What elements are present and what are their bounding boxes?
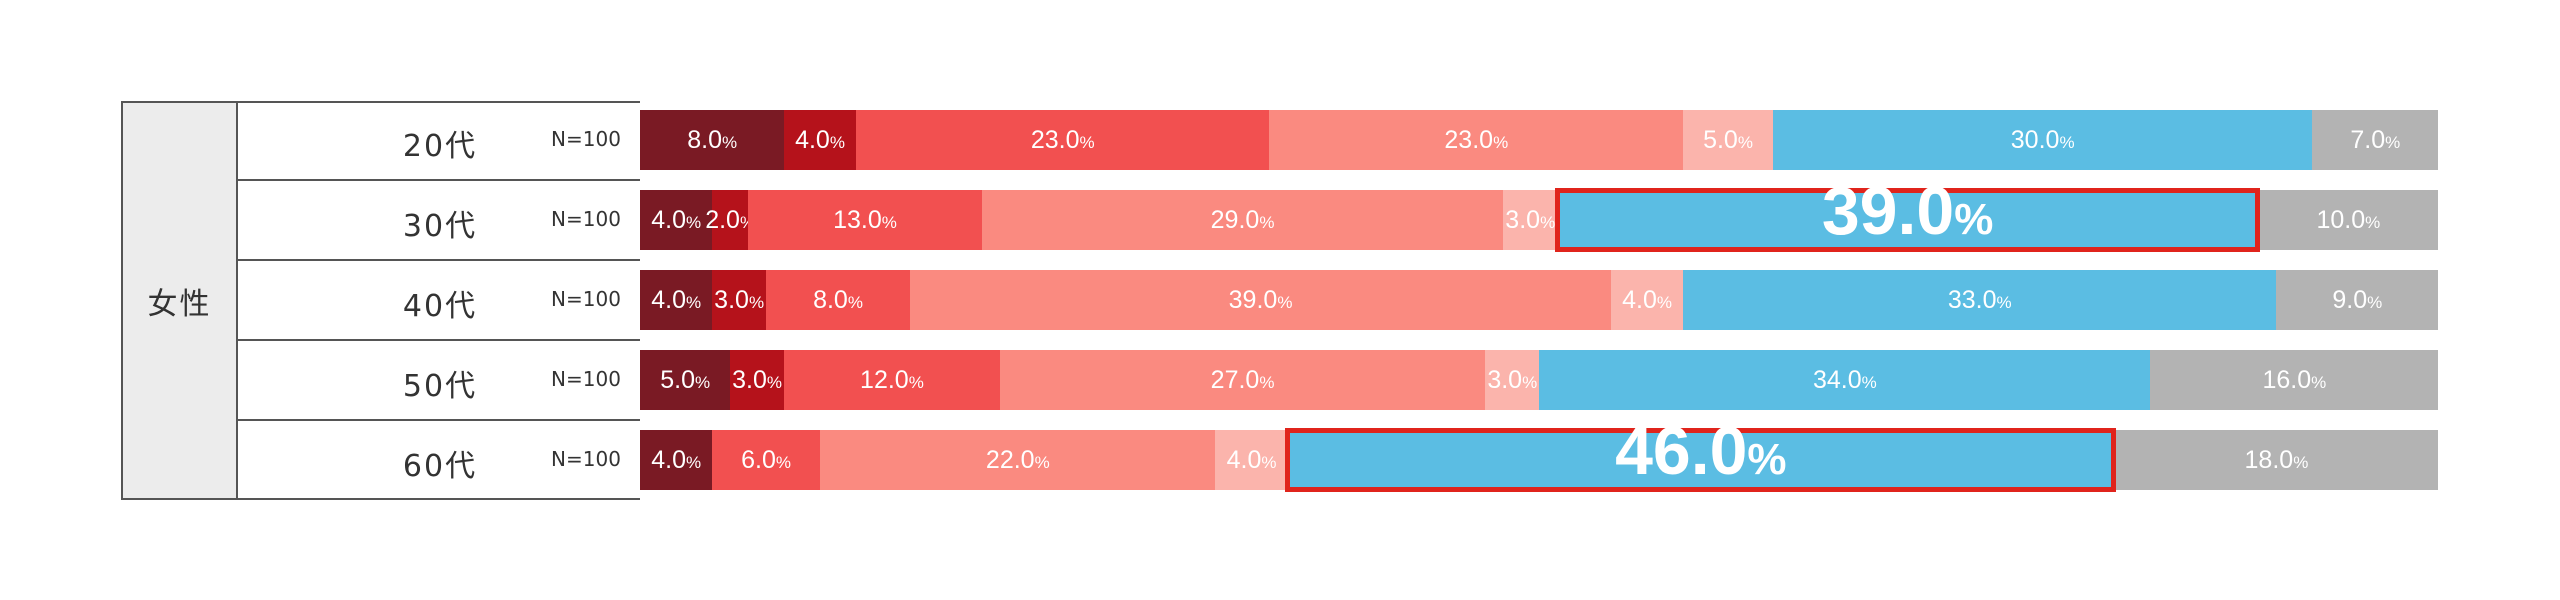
segment-value-label: 29.0%: [1210, 205, 1275, 234]
bar-segment: 30.0%: [1772, 110, 2313, 170]
sample-size-label: N=100: [551, 127, 621, 151]
segment-value-label: 4.0%: [651, 445, 702, 474]
bar-segment: 4.0%: [1215, 430, 1288, 490]
age-label: 20代: [402, 129, 478, 164]
bar-segment: 18.0%: [2114, 430, 2439, 490]
bar-segment: 29.0%: [981, 190, 1504, 250]
bar-segment: 2.0%: [705, 190, 755, 250]
segment-value-label: 8.0%: [813, 285, 863, 314]
bar-segment: 5.0%: [640, 350, 731, 410]
age-label: 30代: [402, 209, 478, 244]
group-label: 女性: [147, 286, 212, 322]
sample-size-label: N=100: [551, 207, 621, 231]
table-top-border: [238, 101, 640, 103]
bar-segment: 5.0%: [1682, 110, 1774, 170]
segment-value-label: 10.0%: [2316, 205, 2381, 234]
row-separator: [238, 419, 640, 421]
bar-segment: 33.0%: [1682, 270, 2277, 330]
segment-value-label: 4.0%: [651, 205, 702, 234]
segment-value-label: 8.0%: [687, 125, 738, 154]
segment-value-label: 3.0%: [732, 365, 783, 394]
sample-size-label: N=100: [551, 287, 621, 311]
bar-segment: 4.0%: [1610, 270, 1684, 330]
bar-segment: 3.0%: [1485, 350, 1540, 410]
segment-value-label: 4.0%: [651, 285, 702, 314]
age-label: 50代: [402, 369, 478, 404]
table-bottom-border: [238, 498, 640, 500]
segment-value-label: 30.0%: [2010, 125, 2075, 154]
segment-value-label: 5.0%: [660, 365, 711, 394]
bar-segment: 6.0%: [711, 430, 821, 490]
bar-segment: 10.0%: [2258, 190, 2439, 250]
bar-segment: 3.0%: [729, 350, 785, 410]
row-separator: [238, 179, 640, 181]
segment-value-label: 33.0%: [1947, 285, 2012, 314]
bar-segment: 39.0%: [909, 270, 1612, 330]
bar-segment: 16.0%: [2150, 350, 2439, 410]
age-label: 60代: [402, 449, 478, 484]
bar-segment: 23.0%: [855, 110, 1270, 170]
bar-segment: [1287, 430, 2115, 490]
bar-segment: 8.0%: [640, 110, 785, 170]
bar-segment: 13.0%: [747, 190, 983, 250]
segment-value-label: 4.0%: [1226, 445, 1277, 474]
segment-value-label: 3.0%: [1487, 365, 1538, 394]
bar-segment: 12.0%: [783, 350, 1001, 410]
bar-segment: 4.0%: [640, 270, 713, 330]
group-label-cell: 女性: [121, 101, 238, 500]
segment-value-label: 5.0%: [1703, 125, 1753, 154]
bar-segment: [1556, 190, 2259, 250]
bar-segment: 4.0%: [783, 110, 857, 170]
segment-value-label: 4.0%: [795, 125, 845, 154]
bar-segment: 34.0%: [1539, 350, 2151, 410]
sample-size-label: N=100: [551, 447, 621, 471]
segment-value-label: 18.0%: [2244, 445, 2309, 474]
segment-value-label: 23.0%: [1444, 125, 1509, 154]
bar-segment: 3.0%: [711, 270, 767, 330]
row-separator: [238, 339, 640, 341]
segment-value-label: 12.0%: [860, 365, 924, 394]
segment-value-label: 4.0%: [1622, 285, 1673, 314]
bar-segment: 8.0%: [765, 270, 911, 330]
segment-value-label: 13.0%: [833, 205, 897, 234]
bar-segment: 7.0%: [2312, 110, 2439, 170]
bar-segment: 23.0%: [1269, 110, 1684, 170]
sample-size-label: N=100: [551, 367, 621, 391]
highlight-value-label: 39.0%: [1821, 173, 1994, 249]
bar-segment: 22.0%: [819, 430, 1216, 490]
segment-value-label: 9.0%: [2332, 285, 2383, 314]
segment-value-label: 3.0%: [714, 285, 765, 314]
segment-value-label: 23.0%: [1030, 125, 1095, 154]
bar-segment: 4.0%: [640, 430, 713, 490]
bar-segment: 3.0%: [1503, 190, 1558, 250]
segment-value-label: 7.0%: [2350, 125, 2401, 154]
bar-segment: 9.0%: [2276, 270, 2439, 330]
row-separator: [238, 259, 640, 261]
segment-value-label: 34.0%: [1813, 365, 1877, 394]
segment-value-label: 22.0%: [985, 445, 1050, 474]
segment-value-label: 16.0%: [2262, 365, 2327, 394]
segment-value-label: 27.0%: [1210, 365, 1275, 394]
bar-segment: 4.0%: [640, 190, 713, 250]
bar-segment: 27.0%: [999, 350, 1486, 410]
segment-value-label: 6.0%: [741, 445, 792, 474]
segment-value-label: 39.0%: [1228, 285, 1293, 314]
segment-value-label: 3.0%: [1505, 205, 1556, 234]
age-label: 40代: [402, 289, 478, 324]
highlight-value-label: 46.0%: [1615, 413, 1787, 489]
